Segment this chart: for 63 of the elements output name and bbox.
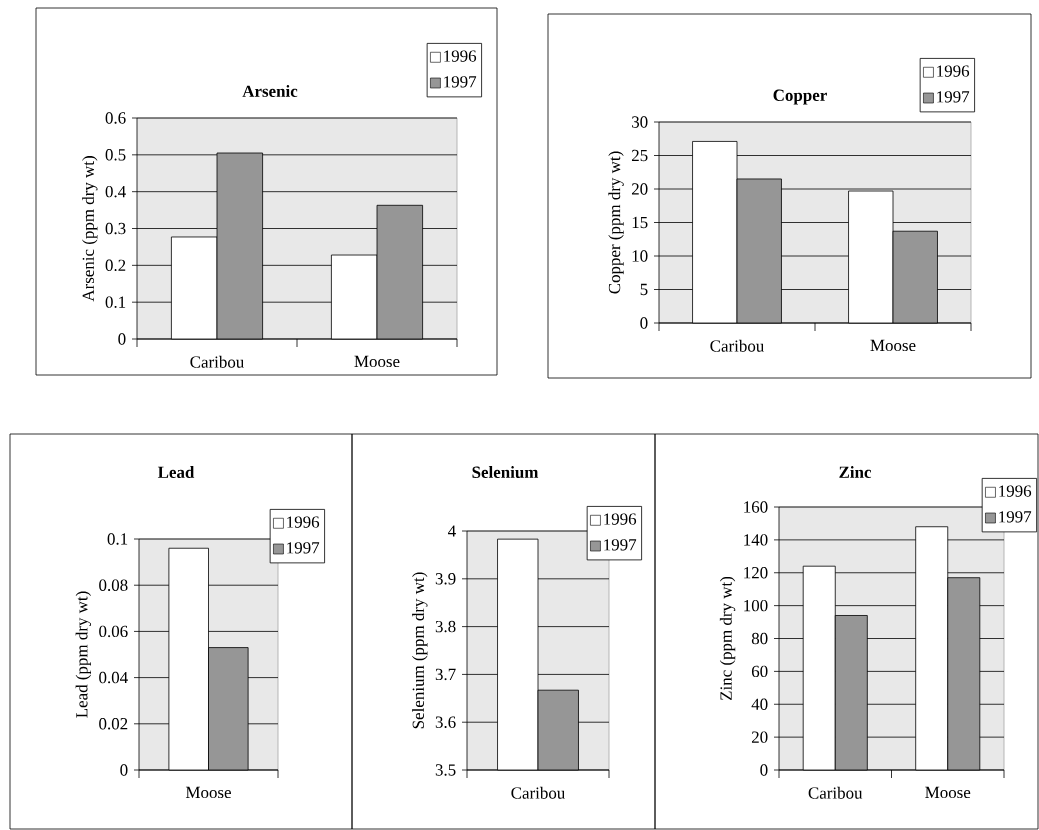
chart-title: Copper [773,89,827,105]
legend-label: 1996 [287,516,320,528]
y-axis-title: Zinc (ppm dry wt) [719,576,736,701]
y-tick-label: 20 [631,183,648,195]
chart-title: Lead [157,466,195,478]
y-tick-label: 20 [751,731,768,743]
chart-title: Selenium [472,466,539,478]
legend-label: 1996 [999,485,1032,497]
legend-label: 1997 [999,511,1032,523]
y-tick-label: 0.1 [105,296,126,308]
x-tick-label: Caribou [511,786,565,799]
y-axis-title: Arsenic (ppm dry wt) [82,156,98,302]
y-tick-label: 160 [744,501,768,513]
x-tick-label: Caribou [190,355,244,368]
y-tick-label: 30 [632,116,648,128]
y-tick-label: 3.6 [435,716,456,728]
y-tick-label: 0.1 [107,533,128,545]
x-tick-label: Moose [925,786,971,799]
y-tick-label: 0.4 [105,185,126,198]
y-tick-label: 0 [760,764,768,776]
y-axis-title: Selenium (ppm dry wt) [412,572,428,729]
legend-label: 1996 [937,65,970,77]
y-axis-title: Lead (ppm dry wt) [75,591,92,718]
x-tick-label: Moose [185,786,231,799]
legend-label: 1996 [604,513,637,525]
y-tick-label: 25 [631,149,648,162]
y-tick-label: 120 [744,567,768,579]
y-tick-label: 5 [640,283,648,296]
y-tick-label: 80 [751,632,768,645]
y-tick-label: 3.9 [435,573,456,585]
y-tick-label: 0.3 [105,222,126,235]
y-tick-label: 100 [744,599,768,612]
y-tick-label: 140 [744,534,768,546]
y-tick-label: 60 [751,665,768,678]
x-tick-label: Caribou [710,339,764,352]
y-tick-label: 0.02 [99,718,128,730]
y-tick-label: 40 [751,698,768,710]
y-tick-label: 0.06 [99,625,128,638]
legend-label: 1997 [287,542,320,554]
y-tick-label: 0 [640,317,648,329]
chart-title: Arsenic [242,85,298,97]
x-tick-label: Caribou [808,786,863,799]
chart-title: Zinc [839,466,872,478]
y-tick-label: 0.04 [99,671,128,684]
y-tick-label: 3.8 [435,620,456,633]
y-tick-label: 3.5 [435,764,456,776]
y-tick-label: 4 [448,525,456,537]
legend-label: 1997 [444,76,477,88]
y-axis-title: Copper (ppm dry wt) [608,151,624,294]
x-tick-label: Moose [870,339,916,352]
legend-label: 1996 [444,50,477,62]
legend-label: 1997 [604,539,637,551]
y-tick-label: 3.7 [435,668,456,681]
y-tick-label: 15 [632,216,648,229]
x-tick-label: Moose [354,355,400,368]
y-tick-label: 0.6 [105,112,126,124]
y-tick-label: 0.2 [105,259,126,272]
y-tick-label: 0.08 [99,579,128,591]
y-tick-label: 0 [118,333,126,345]
y-tick-label: 0 [120,764,128,776]
y-tick-label: 0.5 [105,149,126,161]
y-tick-label: 10 [632,250,648,262]
legend-label: 1997 [937,91,970,103]
